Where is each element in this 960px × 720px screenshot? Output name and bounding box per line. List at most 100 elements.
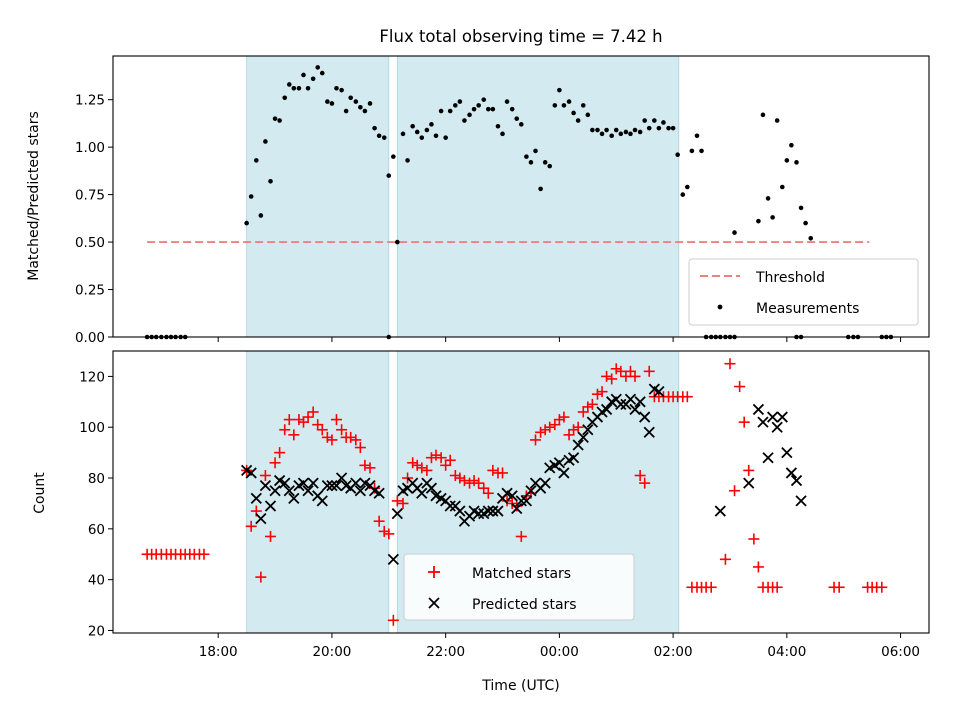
matched-star-point [549,419,561,431]
predicted-star-point [766,411,779,423]
predicted-marker-b [350,477,362,489]
predicted-star-point [525,485,537,497]
predicted-marker-b [529,477,542,489]
matched-star-point [255,571,267,583]
measurement-point [367,101,373,106]
predicted-star-point [795,495,807,507]
predicted-marker-b [435,492,447,504]
measurement-point [694,133,700,139]
predicted-marker-b [279,477,291,489]
matched-star-point [449,469,461,481]
matched-star-point [364,462,376,474]
measurement-point [381,135,387,140]
measurement-point [391,154,396,159]
measurement-point [557,87,562,93]
measurement-point [538,186,543,192]
matched-star-point [407,457,419,469]
predicted-marker-b [454,505,466,517]
matched-star-point [539,424,551,436]
measurement-point [315,65,321,70]
predicted-stars-points [240,383,807,565]
matched-star-point [274,447,286,459]
predicted-star-point [790,474,803,487]
predicted-marker-b [653,386,665,398]
x-tick-label: 02:00 [654,644,693,660]
predicted-star-point [643,426,655,438]
measurement-point [263,139,268,144]
matched-star-point [297,416,309,428]
x-tick-label: 20:00 [312,644,351,660]
x-tick-label: 06:00 [881,644,920,660]
predicted-star-point [762,452,774,464]
matched-star-point [596,386,608,398]
x-tick-label: 22:00 [426,644,465,660]
measurement-point [808,235,814,241]
matched-star-point [876,581,888,593]
predicted-star-point [776,411,788,423]
matched-star-point [293,414,305,426]
chart-title: Flux total observing time = 7.42 h [379,27,662,46]
bottom-legend-frame [403,553,635,621]
matched-legend-swatch [428,566,440,578]
measurement-point [495,123,501,129]
measurement-point [528,160,534,165]
measurement-point [244,220,249,226]
bottom-y-axis-label: Count [32,472,48,514]
predicted-star-point [520,495,533,507]
predicted-star-point [629,403,641,416]
matched-star-point [577,406,589,418]
predicted-star-point [279,477,291,489]
predicted-marker-b [639,411,651,423]
predicted-marker-b [391,507,403,520]
predicted-star-point [624,393,637,405]
measurement-point [362,108,368,114]
matched-star-point [568,424,580,436]
predicted-marker-b [785,467,798,479]
predicted-star-point [307,477,319,489]
measurement-point [595,127,600,133]
measurement-point [471,106,477,112]
predicted-star-point [283,485,295,497]
measurement-point [353,99,359,104]
measurement-point [552,103,558,108]
measurement-point [343,108,349,114]
predicted-star-point [615,398,627,410]
predicted-star-point [634,396,646,408]
predicted-marker-b [335,472,348,484]
matched-star-point [734,381,746,393]
measurement-point [571,110,576,116]
predicted-marker-b [506,490,518,502]
matched-star-point [440,459,452,471]
top-y-axis-label: Matched/Predicted stars [26,111,42,281]
measurement-point [613,127,619,133]
predicted-marker-b [273,474,286,487]
matched-star-point [316,424,328,436]
predicted-star-point [321,480,334,492]
predicted-star-point [639,411,651,423]
matched-star-point [624,365,636,377]
matched-star-point [302,411,314,423]
top-x-ticks [217,337,902,342]
matched-star-point [582,401,594,413]
predicted-star-point [771,421,783,433]
predicted-marker-b [771,421,783,433]
bottom-panel: 20 40 60 80 100 120 18:00 20:00 22:00 00:00 02:00… [32,350,930,694]
predicted-star-point [743,477,755,489]
measurement-point [277,118,282,123]
measurement-point [348,95,353,101]
matched-star-point [435,452,447,464]
measurement-point [590,127,595,133]
predicted-marker-b [269,485,281,497]
measurement-point [518,122,524,127]
matched-star-point [378,525,390,537]
measurement-point [268,179,273,184]
matched-star-point [288,429,300,441]
threshold-legend-label: Threshold [755,270,825,286]
predicted-marker-b [321,480,334,492]
predicted-marker-b [240,464,253,477]
predicted-star-point [416,487,428,499]
measurement-point [561,103,567,108]
measurement-point [575,118,581,123]
measurement-point [325,99,330,104]
predicted-star-point [567,452,580,464]
